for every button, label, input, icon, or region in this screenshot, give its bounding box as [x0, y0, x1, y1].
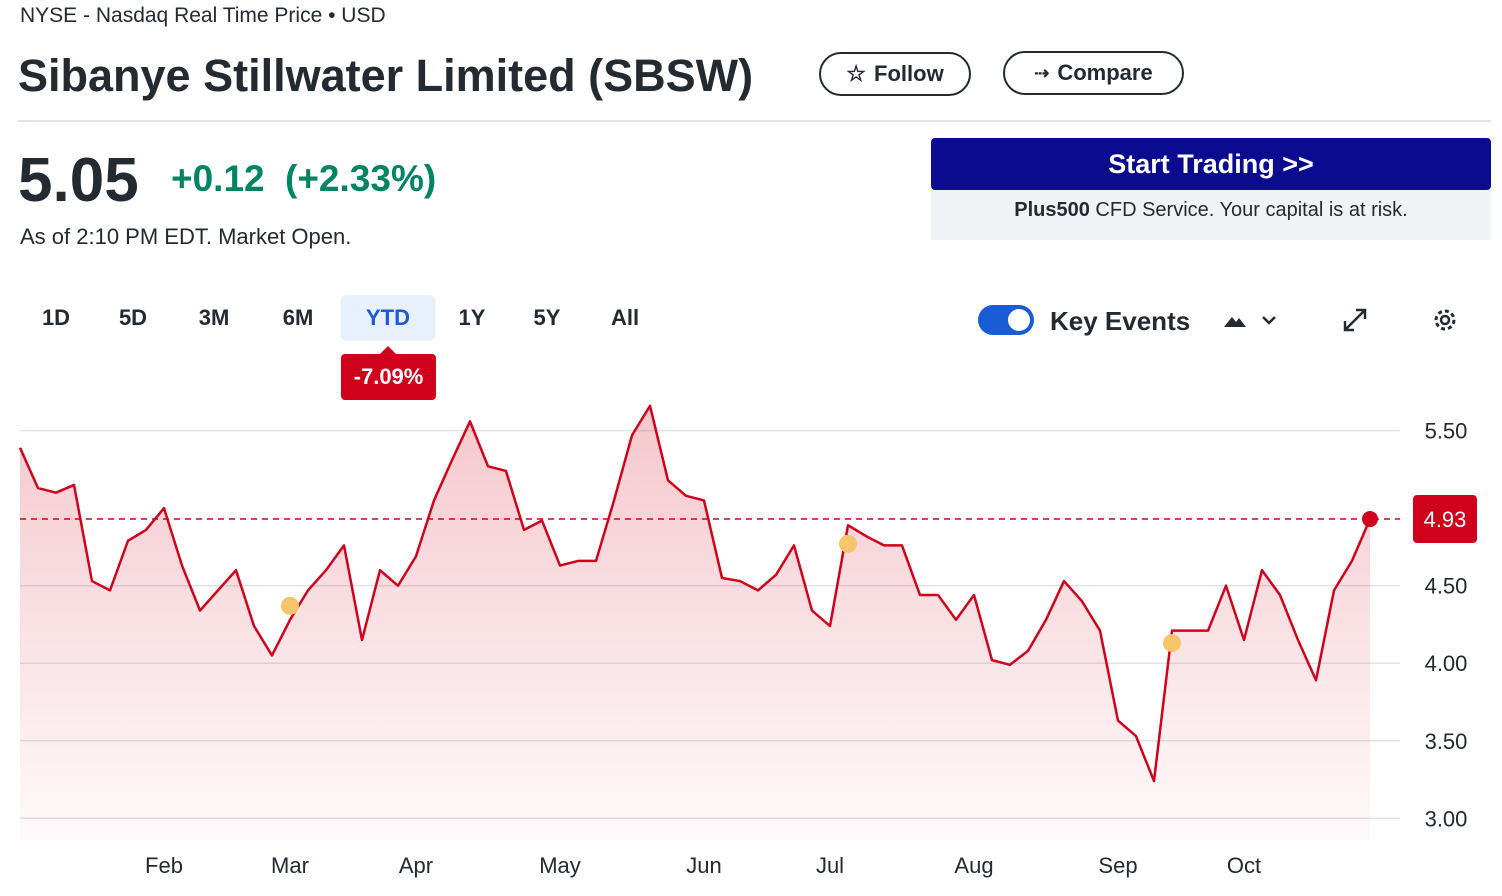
compare-label: Compare [1057, 60, 1153, 85]
range-button-active[interactable]: YTD [340, 295, 436, 341]
x-tick-label: May [539, 853, 581, 878]
ad-panel [931, 190, 1491, 240]
ytd-change: -7.09% [341, 354, 436, 400]
compare-button[interactable]: ⇢ Compare [1003, 51, 1184, 95]
exchange: NYSE - Nasdaq Real Time Price • USD [20, 4, 386, 27]
reference-tag [1413, 495, 1477, 544]
range-button[interactable]: 5D [118, 305, 148, 330]
start-trading[interactable]: Start Trading >> [931, 138, 1491, 190]
x-tick-label: Mar [271, 853, 309, 878]
change: +0.12 [171, 158, 265, 199]
ytd-pointer [380, 346, 396, 354]
divider [18, 120, 1491, 122]
range-button[interactable]: 3M [198, 305, 230, 330]
as-of: As of 2:10 PM EDT. Market Open. [20, 224, 352, 249]
expand-icon[interactable] [1343, 308, 1367, 332]
key-events-toggle[interactable] [978, 305, 1034, 335]
range-button[interactable]: All [610, 305, 640, 330]
chart-type-icon[interactable] [1224, 317, 1246, 327]
ad-brand: Plus500 [1014, 199, 1090, 221]
follow-button[interactable]: ☆ Follow [819, 52, 971, 96]
y-tick-label: 4.50 [1425, 574, 1468, 599]
y-tick-label: 3.00 [1425, 806, 1468, 831]
x-tick-label: Sep [1098, 853, 1137, 878]
y-tick-label: 4.00 [1425, 651, 1468, 676]
x-tick-label: Jul [816, 853, 844, 878]
price-line [18, 404, 1372, 783]
chart-tools [1224, 308, 1456, 332]
range-button[interactable]: 6M [282, 305, 314, 330]
range-button[interactable]: 5Y [533, 305, 561, 330]
key-event[interactable] [281, 596, 299, 615]
x-tick-label: Apr [399, 853, 433, 878]
last-point [1362, 511, 1378, 528]
area [20, 405, 1370, 840]
title: Sibanye Stillwater Limited (SBSW) [18, 50, 754, 101]
range-button[interactable]: 1Y [458, 305, 486, 330]
ad-text: Plus500 CFD Service. Your capital is at … [931, 199, 1491, 222]
change-pct: (+2.33%) [285, 158, 437, 199]
x-tick-label: Aug [954, 853, 993, 878]
key-events-label: Key Events [1050, 306, 1191, 336]
x-tick-label: Jun [686, 853, 721, 878]
x-tick-label: Feb [145, 853, 183, 878]
key-event[interactable] [839, 534, 857, 553]
x-tick-label: Oct [1227, 853, 1261, 878]
price: 5.05 [18, 146, 139, 215]
settings-icon[interactable] [1434, 309, 1456, 331]
reference-label: 4.93 [1424, 507, 1467, 532]
dropdown-icon[interactable] [1262, 316, 1276, 325]
key-event[interactable] [1163, 634, 1181, 653]
ad-disclaimer: CFD Service. Your capital is at risk. [1095, 199, 1408, 221]
range-button[interactable]: 1D [41, 305, 71, 330]
y-tick-label: 3.50 [1425, 729, 1468, 754]
y-tick-label: 5.50 [1425, 419, 1468, 444]
follow-label: Follow [874, 61, 944, 86]
